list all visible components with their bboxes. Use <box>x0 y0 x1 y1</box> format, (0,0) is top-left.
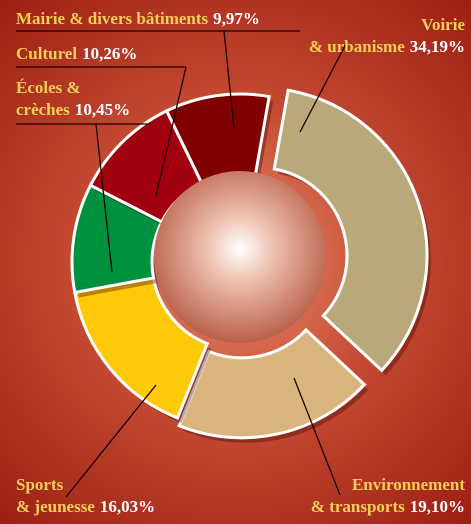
slice-label: Voirie & urbanisme 34,19% <box>309 14 465 58</box>
category-name: Culturel <box>16 44 78 63</box>
value-label: 34,19% <box>409 37 465 56</box>
leader-line <box>65 384 157 498</box>
category-name: Voirie & urbanisme <box>308 15 465 56</box>
category-name: Sports & jeunesse <box>16 475 95 516</box>
leader-line <box>223 30 235 129</box>
leader-line <box>95 123 113 273</box>
value-label: 10,45% <box>74 100 131 119</box>
slice-label: Culturel 10,26% <box>16 43 137 65</box>
donut-slice <box>272 88 429 373</box>
leader-line <box>299 39 349 133</box>
slice-label: Mairie & divers bâtiments 9,97% <box>16 8 260 30</box>
category-name: Environnement & transports <box>310 475 465 516</box>
value-label: 19,10% <box>409 497 465 516</box>
value-label: 10,26% <box>82 44 138 63</box>
leader-line <box>155 66 187 197</box>
category-name: Écoles & crèches <box>16 78 81 119</box>
value-label: 16,03% <box>99 497 156 516</box>
slice-label: Sports & jeunesse 16,03% <box>16 474 155 518</box>
category-name: Mairie & divers bâtiments <box>16 9 209 28</box>
donut-slice <box>177 327 367 440</box>
leader-line <box>293 377 341 496</box>
donut-hole <box>154 171 326 343</box>
value-label: 9,97% <box>213 9 260 28</box>
slice-label: Écoles & crèches 10,45% <box>16 77 130 121</box>
slice-label: Environnement & transports 19,10% <box>311 474 465 518</box>
